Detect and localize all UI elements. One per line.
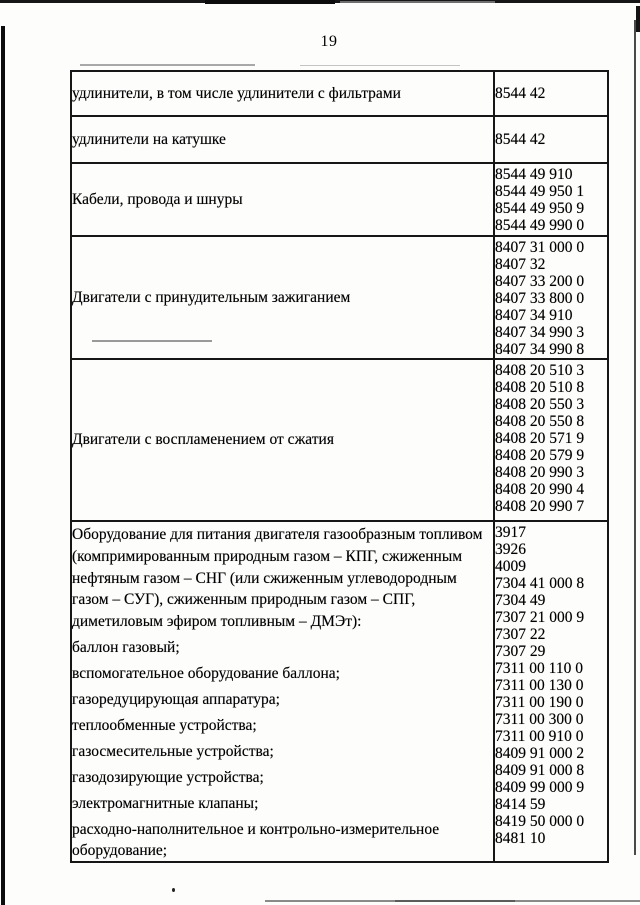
description-text: Двигатели с воспламенением от сжатия xyxy=(72,431,334,448)
description-cell: Двигатели с принудительным зажиганием xyxy=(70,235,495,360)
codes-cell: 3917 3926 4009 7304 41 000 8 7304 49 7307 21 … xyxy=(493,520,609,863)
description-text: Кабели, провода и шнуры xyxy=(72,190,243,208)
commodity-code: 8407 33 800 0 xyxy=(495,290,585,307)
description-item: вспомогательное оборудование баллона; xyxy=(72,664,340,682)
description-item: газоредуцирующая аппаратура; xyxy=(72,690,280,708)
scan-artifact-smudge xyxy=(300,65,460,66)
commodity-code: 8408 20 990 4 xyxy=(495,481,585,498)
scan-artifact-top-edge xyxy=(340,1,495,3)
commodity-code: 8408 20 550 8 xyxy=(495,413,585,430)
commodity-code: 7307 22 xyxy=(495,626,546,643)
commodity-code: 8544 49 950 1 xyxy=(495,183,585,200)
scan-artifact-smudge xyxy=(80,64,255,66)
description-item: расходно-наполнительное и контрольно-изм… xyxy=(72,820,440,859)
description-cell: Оборудование для питания двигателя газоо… xyxy=(70,520,495,863)
commodity-code: 8408 20 550 3 xyxy=(495,396,585,413)
description-text: удлинители на катушке xyxy=(72,130,226,148)
commodity-code: 7311 00 190 0 xyxy=(495,694,584,711)
commodity-code: 8408 20 510 3 xyxy=(495,362,585,379)
description-intro: Оборудование для питания двигателя газоо… xyxy=(72,526,483,631)
scan-artifact-right-edge xyxy=(634,20,636,855)
commodity-code: 8544 49 910 xyxy=(495,166,573,183)
commodity-code: 8481 10 xyxy=(495,830,546,847)
commodity-code: 8407 34 990 8 xyxy=(495,341,585,358)
commodity-code: 7311 00 910 0 xyxy=(495,728,584,745)
commodity-code: 8409 91 000 8 xyxy=(495,762,585,779)
commodity-code: 7307 29 xyxy=(495,643,546,660)
commodity-code: 8407 32 xyxy=(495,256,546,273)
commodity-code: 8409 99 000 9 xyxy=(495,779,585,796)
codes-cell: 8544 42 xyxy=(493,115,609,164)
description-item: теплообменные устройства; xyxy=(72,716,257,734)
description-item: электромагнитные клапаны; xyxy=(72,794,259,812)
commodity-code: 7311 00 110 0 xyxy=(495,660,583,677)
commodity-code: 3926 xyxy=(495,541,526,558)
commodity-code: 8544 49 950 9 xyxy=(495,200,585,217)
commodity-codes-table: удлинители, в том числе удлинители с фил… xyxy=(70,70,609,863)
commodity-code: 8419 50 000 0 xyxy=(495,813,585,830)
commodity-code: 8408 20 571 9 xyxy=(495,430,585,447)
table-row: Оборудование для питания двигателя газоо… xyxy=(70,520,609,863)
commodity-code: 8544 49 990 0 xyxy=(495,217,585,234)
commodity-code: 8407 31 000 0 xyxy=(495,239,585,256)
commodity-code: 8407 34 910 xyxy=(495,307,573,324)
commodity-code: 8408 20 579 9 xyxy=(495,447,585,464)
page-number: 19 xyxy=(320,33,338,50)
scan-artifact-bottom-edge xyxy=(395,900,515,902)
commodity-code: 7311 00 300 0 xyxy=(495,711,584,728)
commodity-code: 8544 42 xyxy=(495,85,546,102)
description-cell: Кабели, провода и шнуры xyxy=(70,162,495,237)
commodity-code: 8409 91 000 2 xyxy=(495,745,585,762)
commodity-code: 8544 42 xyxy=(495,131,546,148)
description-cell: Двигатели с воспламенением от сжатия xyxy=(70,358,495,522)
description-item: газосмесительные устройства; xyxy=(72,742,274,760)
table-row: удлинители, в том числе удлинители с фил… xyxy=(70,70,609,117)
description-item: баллон газовый; xyxy=(72,638,180,656)
codes-cell: 8544 49 910 8544 49 950 1 8544 49 950 9 854… xyxy=(493,162,609,237)
commodity-code: 8408 20 990 7 xyxy=(495,498,585,515)
commodity-code: 8408 20 990 3 xyxy=(495,464,585,481)
commodity-code: 8407 33 200 0 xyxy=(495,273,585,290)
description-text: Двигатели с принудительным зажиганием xyxy=(72,288,351,306)
description-text: удлинители, в том числе удлинители с фил… xyxy=(72,84,401,102)
commodity-code: 3917 xyxy=(495,524,526,541)
commodity-code: 8408 20 510 8 xyxy=(495,379,585,396)
scan-artifact-right-edge xyxy=(636,6,640,32)
table-row: Двигатели с воспламенением от сжатия 8408… xyxy=(70,358,609,522)
commodity-code: 4009 xyxy=(495,558,526,575)
description-item: газодозирующие устройства; xyxy=(72,768,264,786)
scan-artifact-left-edge xyxy=(1,26,5,905)
commodity-code: 8407 34 990 3 xyxy=(495,324,585,341)
codes-cell: 8544 42 xyxy=(493,70,609,117)
table-row: Кабели, провода и шнуры 8544 49 910 8544 4… xyxy=(70,162,609,237)
table-row: Двигатели с принудительным зажиганием 840… xyxy=(70,235,609,360)
table-row: удлинители на катушке 8544 42 xyxy=(70,115,609,164)
commodity-code: 7307 21 000 9 xyxy=(495,609,585,626)
scan-artifact-top-edge xyxy=(205,0,335,4)
scan-artifact-speck xyxy=(172,888,175,892)
commodity-code: 7304 49 xyxy=(495,592,546,609)
commodity-code: 8414 59 xyxy=(495,796,546,813)
codes-cell: 8407 31 000 0 8407 32 8407 33 200 0 8407 33… xyxy=(493,235,609,360)
description-cell: удлинители на катушке xyxy=(70,115,495,164)
commodity-code: 7311 00 130 0 xyxy=(495,677,584,694)
description-cell: удлинители, в том числе удлинители с фил… xyxy=(70,70,495,117)
commodity-code: 7304 41 000 8 xyxy=(495,575,585,592)
